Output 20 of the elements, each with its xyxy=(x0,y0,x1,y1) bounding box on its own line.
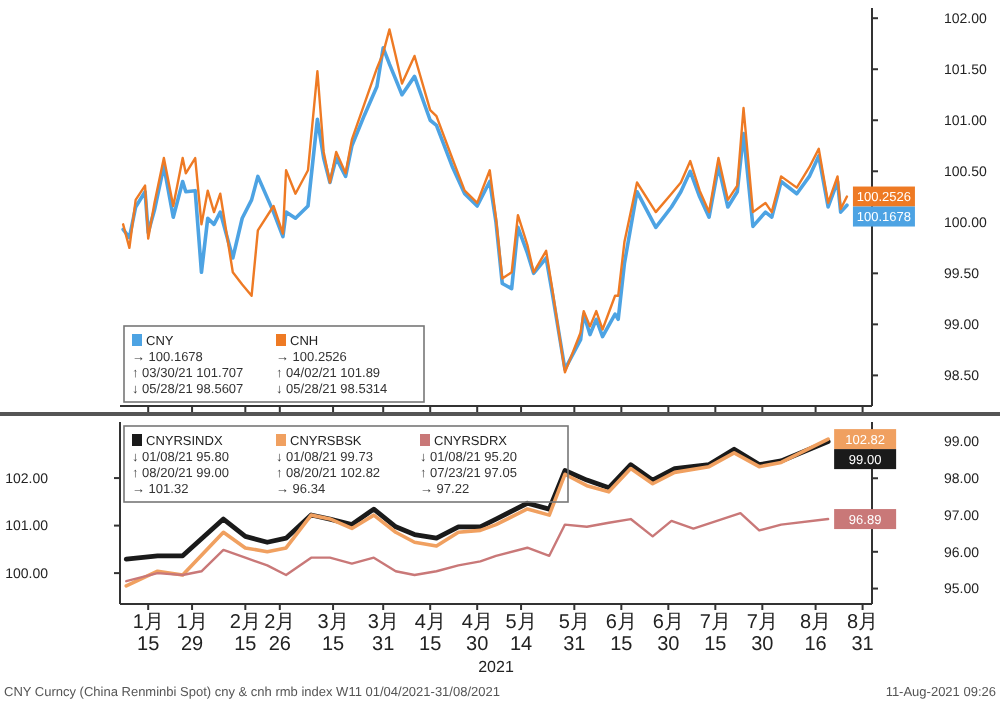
x-axis-title: 2021 xyxy=(478,658,515,676)
x-tick-label: 8月 31 xyxy=(847,612,879,656)
x-tick-label: 5月 14 xyxy=(505,612,537,656)
x-tick-label: 8月 16 xyxy=(800,612,832,656)
x-tick-label: 5月 31 xyxy=(558,612,590,656)
x-tick-label: 6月 30 xyxy=(652,612,684,656)
x-tick-label: 2月 26 xyxy=(264,612,296,656)
x-tick-label: 7月 15 xyxy=(699,612,731,656)
x-tick-label: 1月 29 xyxy=(176,612,208,656)
x-tick-label: 4月 30 xyxy=(461,612,493,656)
line-series xyxy=(125,511,830,583)
x-tick-label: 4月 15 xyxy=(414,612,446,656)
x-tick-label: 3月 15 xyxy=(317,612,349,656)
x-tick-label: 3月 31 xyxy=(367,612,399,656)
x-tick-label: 2月 15 xyxy=(229,612,261,656)
x-tick-label: 1月 15 xyxy=(132,612,164,656)
x-tick-label: 7月 30 xyxy=(746,612,778,656)
x-tick-label: 6月 15 xyxy=(605,612,637,656)
line-series xyxy=(123,439,831,562)
line-series xyxy=(124,437,830,588)
